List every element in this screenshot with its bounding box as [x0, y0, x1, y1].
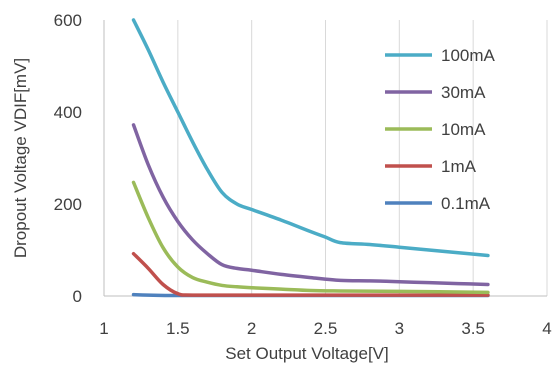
series-line-100ma: [131, 18, 490, 258]
series-line-10ma: [131, 180, 490, 295]
x-tick-label: 3: [395, 319, 404, 338]
y-tick-label: 200: [54, 195, 82, 214]
y-tick-label: 600: [54, 11, 82, 30]
series-line-1ma: [131, 251, 490, 297]
series-line-30ma: [131, 123, 490, 287]
legend: 100mA 30mA 10mA 1mA 0.1mA: [385, 46, 496, 213]
x-axis-title: Set Output Voltage[V]: [225, 344, 389, 363]
legend-label-1ma: 1mA: [441, 157, 477, 176]
x-tick-label: 3.5: [461, 319, 485, 338]
y-tick-label: 400: [54, 103, 82, 122]
series-lines: [131, 18, 490, 298]
x-tick-label: 2: [247, 319, 256, 338]
legend-label-100ma: 100mA: [441, 46, 496, 65]
grid-lines: [177, 20, 474, 296]
y-axis-title: Dropout Voltage VDIF[mV]: [11, 58, 30, 258]
legend-label-10ma: 10mA: [441, 120, 486, 139]
y-tick-label: 0: [73, 287, 82, 306]
legend-label-0p1ma: 0.1mA: [441, 194, 491, 213]
x-tick-label: 1: [99, 319, 108, 338]
x-tick-label: 2.5: [314, 319, 338, 338]
tick-labels: 1 1.5 2 2.5 3 3.5 4 0 200 400 600: [54, 11, 552, 338]
legend-label-30ma: 30mA: [441, 83, 486, 102]
x-tick-label: 4: [542, 319, 551, 338]
x-tick-label: 1.5: [166, 319, 190, 338]
